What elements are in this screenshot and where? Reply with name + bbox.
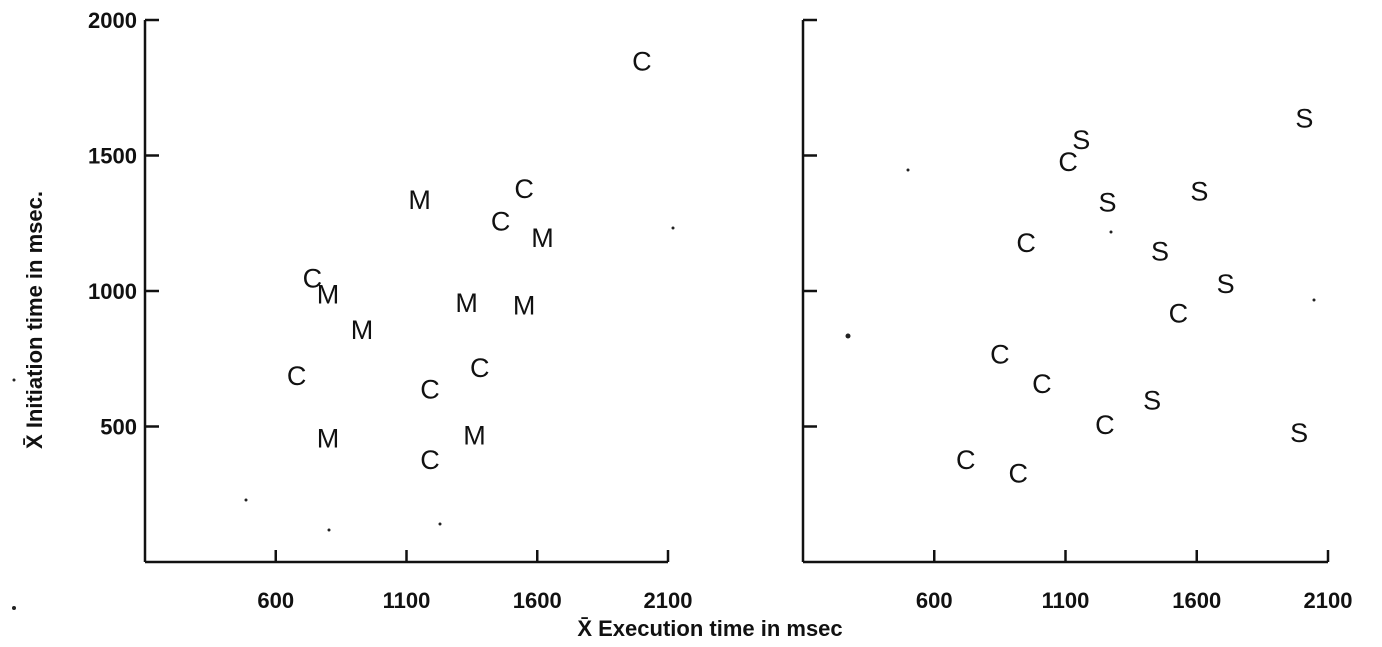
data-point-s: S <box>1217 269 1235 299</box>
speck <box>671 226 675 230</box>
x-tick-label: 2100 <box>644 588 693 613</box>
data-point-c: C <box>420 375 440 405</box>
y-axis-title: X̄ Initiation time in msec. <box>22 191 47 449</box>
x-axis-title: X̄ Execution time in msec <box>577 616 842 641</box>
data-point-c: C <box>1169 299 1189 329</box>
y-tick-label: 1000 <box>88 279 137 304</box>
data-point-s: S <box>1098 188 1116 218</box>
data-point-c: C <box>956 445 976 475</box>
data-point-m: M <box>513 291 536 321</box>
data-point-s: S <box>1295 104 1313 134</box>
data-point-c: C <box>303 263 323 293</box>
data-point-c: C <box>470 353 490 383</box>
x-tick-label: 1600 <box>1172 588 1221 613</box>
x-tick-label: 2100 <box>1304 588 1353 613</box>
speck <box>906 168 910 172</box>
data-point-c: C <box>1058 147 1078 177</box>
data-point-c: C <box>1009 459 1029 489</box>
data-point-c: C <box>990 339 1010 369</box>
data-point-s: S <box>1190 177 1208 207</box>
x-tick-label: 1600 <box>513 588 562 613</box>
speck <box>244 498 248 502</box>
data-point-s: S <box>1072 125 1090 155</box>
data-point-s: S <box>1151 236 1169 266</box>
data-point-s: S <box>1290 418 1308 448</box>
x-tick-label: 600 <box>257 588 294 613</box>
data-point-c: C <box>632 47 652 77</box>
speck <box>438 522 442 526</box>
data-point-m: M <box>408 185 431 215</box>
data-point-c: C <box>420 445 440 475</box>
data-point-s: S <box>1143 385 1161 415</box>
y-tick-label: 500 <box>100 415 137 440</box>
data-point-m: M <box>463 421 486 451</box>
data-point-c: C <box>1016 228 1036 258</box>
data-point-c: C <box>1032 369 1052 399</box>
x-tick-label: 1100 <box>1042 588 1090 613</box>
data-point-c: C <box>1095 410 1115 440</box>
data-point-m: M <box>317 280 340 310</box>
data-point-c: C <box>491 207 511 237</box>
speck <box>1109 230 1113 234</box>
data-point-m: M <box>317 423 340 453</box>
speck <box>12 606 16 610</box>
y-tick-label: 1500 <box>88 144 137 169</box>
speck <box>327 528 331 532</box>
data-point-m: M <box>531 223 554 253</box>
data-point-c: C <box>514 174 534 204</box>
speck <box>12 378 16 382</box>
data-point-c: C <box>287 361 307 391</box>
data-point-m: M <box>351 315 374 345</box>
data-point-m: M <box>455 288 478 318</box>
speck <box>845 333 851 339</box>
speck <box>1312 298 1316 302</box>
x-tick-label: 1100 <box>383 588 431 613</box>
y-tick-label: 2000 <box>88 8 137 33</box>
scan-specks <box>12 168 1316 610</box>
x-tick-label: 600 <box>916 588 953 613</box>
